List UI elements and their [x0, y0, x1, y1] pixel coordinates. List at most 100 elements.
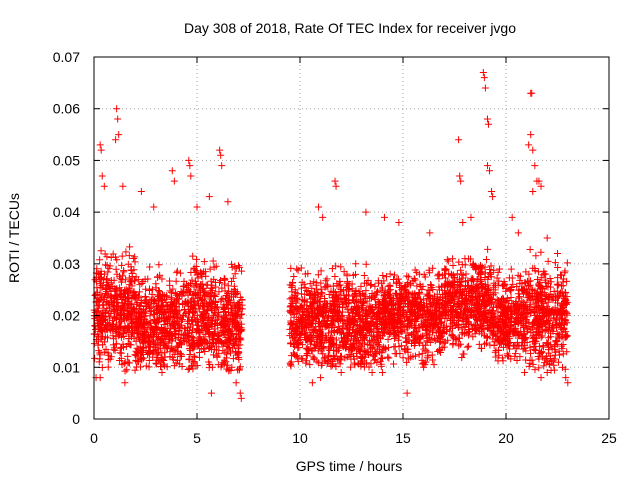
data-point	[403, 272, 411, 280]
data-point	[507, 265, 515, 273]
data-point	[168, 344, 176, 352]
data-point	[399, 354, 407, 362]
data-point	[199, 313, 207, 321]
data-point	[110, 276, 118, 284]
data-point	[152, 359, 160, 367]
data-point	[224, 361, 232, 369]
data-point	[182, 280, 190, 288]
data-point	[171, 290, 179, 298]
data-point	[154, 273, 162, 281]
data-point	[107, 353, 115, 361]
data-point	[176, 360, 184, 368]
data-point	[116, 357, 124, 365]
data-point	[158, 275, 166, 283]
data-point	[430, 361, 438, 369]
data-point	[486, 341, 494, 349]
y-tick-label: 0.05	[53, 152, 80, 168]
data-point	[141, 328, 149, 336]
data-point	[195, 327, 203, 335]
data-point	[122, 248, 130, 256]
data-point	[531, 162, 539, 170]
data-point	[205, 328, 213, 336]
data-point	[215, 312, 223, 320]
x-tick-label: 10	[292, 430, 308, 446]
data-point	[455, 136, 463, 144]
data-point	[185, 356, 193, 364]
data-point	[97, 146, 105, 154]
data-point	[188, 317, 196, 325]
data-point	[293, 265, 301, 273]
data-point	[481, 84, 489, 92]
data-point	[146, 312, 154, 320]
data-point	[197, 339, 205, 347]
data-point	[303, 351, 311, 359]
data-point	[166, 332, 174, 340]
data-point	[290, 272, 298, 280]
data-point	[117, 349, 125, 357]
data-point	[91, 330, 99, 338]
data-point	[192, 277, 200, 285]
data-point	[484, 245, 492, 253]
data-point	[95, 301, 103, 309]
data-point	[101, 326, 109, 334]
data-point	[155, 261, 163, 269]
data-point	[386, 281, 394, 289]
data-point	[221, 287, 229, 295]
data-point	[162, 317, 170, 325]
data-point	[441, 265, 449, 273]
data-point	[537, 248, 545, 256]
data-point	[554, 358, 562, 366]
data-point	[147, 319, 155, 327]
data-point	[113, 105, 121, 113]
data-point	[217, 295, 225, 303]
data-point	[162, 325, 170, 333]
data-point	[228, 320, 236, 328]
data-point	[208, 305, 216, 313]
data-point	[222, 327, 230, 335]
data-point	[96, 283, 104, 291]
data-point	[186, 162, 194, 170]
data-point	[230, 317, 238, 325]
data-point	[101, 313, 109, 321]
data-point	[167, 298, 175, 306]
data-point	[152, 280, 160, 288]
data-point	[297, 284, 305, 292]
data-point	[173, 291, 181, 299]
data-point	[534, 268, 542, 276]
data-point	[212, 304, 220, 312]
data-point	[137, 187, 145, 195]
data-point	[167, 324, 175, 332]
data-point	[143, 302, 151, 310]
data-point	[124, 309, 132, 317]
data-point	[563, 259, 571, 267]
data-point	[488, 187, 496, 195]
data-point	[97, 296, 105, 304]
data-point	[337, 263, 345, 271]
data-point	[319, 213, 327, 221]
data-point	[521, 368, 529, 376]
data-point	[104, 334, 112, 342]
data-point	[465, 342, 473, 350]
data-point	[224, 296, 232, 304]
data-point	[108, 317, 116, 325]
data-point	[103, 298, 111, 306]
data-point	[331, 177, 339, 185]
data-point	[230, 282, 238, 290]
data-point	[101, 250, 109, 258]
data-point	[222, 323, 230, 331]
data-point	[168, 167, 176, 175]
y-tick-label: 0.01	[53, 359, 80, 375]
data-point	[360, 291, 368, 299]
data-point	[362, 260, 370, 268]
data-point	[232, 291, 240, 299]
data-point	[162, 308, 170, 316]
data-point	[101, 338, 109, 346]
data-point	[377, 354, 385, 362]
x-axis-label: GPS time / hours	[296, 458, 403, 474]
data-point	[132, 337, 140, 345]
data-point	[116, 322, 124, 330]
data-point	[119, 182, 127, 190]
data-point	[236, 293, 244, 301]
data-point	[235, 348, 243, 356]
data-point	[212, 283, 220, 291]
